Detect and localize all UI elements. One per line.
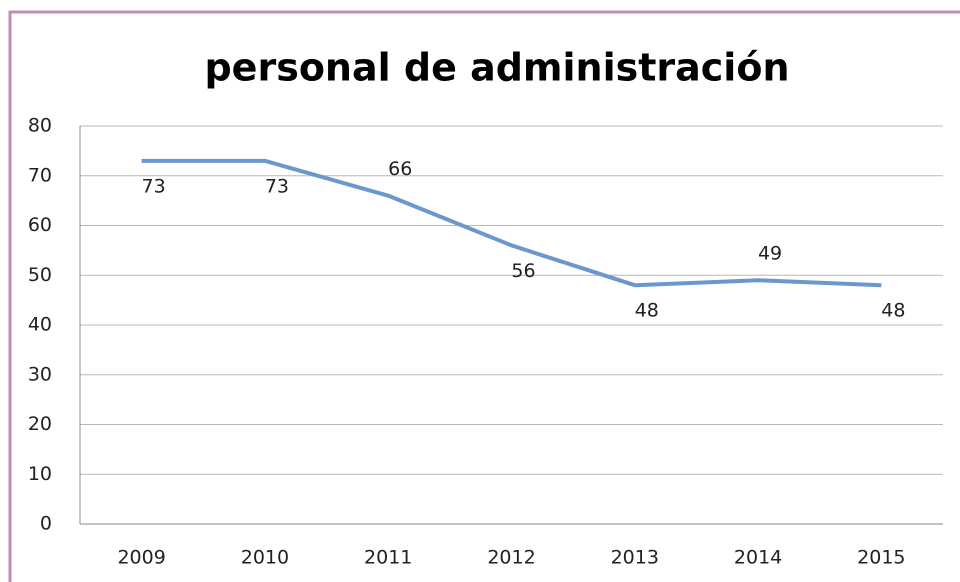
x-tick-label: 2012 [487, 547, 535, 569]
data-label: 49 [758, 243, 782, 265]
data-label: 48 [635, 300, 659, 322]
y-tick-label: 70 [28, 164, 52, 186]
data-label: 66 [388, 158, 412, 180]
x-tick-label: 2009 [117, 547, 165, 569]
y-tick-label: 30 [28, 363, 52, 385]
x-tick-label: 2010 [241, 547, 289, 569]
x-tick-label: 2011 [364, 547, 412, 569]
data-label: 56 [511, 260, 535, 282]
y-tick-label: 0 [40, 513, 52, 535]
data-label: 48 [881, 300, 905, 322]
y-tick-label: 50 [28, 264, 52, 286]
data-label: 73 [142, 175, 166, 197]
y-tick-label: 20 [28, 413, 52, 435]
y-tick-label: 60 [28, 214, 52, 236]
data-label: 73 [265, 175, 289, 197]
chart-title: personal de administración [204, 46, 789, 90]
y-tick-label: 40 [28, 314, 52, 336]
x-tick-label: 2013 [611, 547, 659, 569]
y-tick-label: 10 [28, 463, 52, 485]
x-tick-label: 2014 [734, 547, 782, 569]
x-tick-label: 2015 [857, 547, 905, 569]
data-line [141, 158, 882, 288]
frame [8, 10, 960, 582]
y-tick-label: 80 [28, 115, 52, 137]
